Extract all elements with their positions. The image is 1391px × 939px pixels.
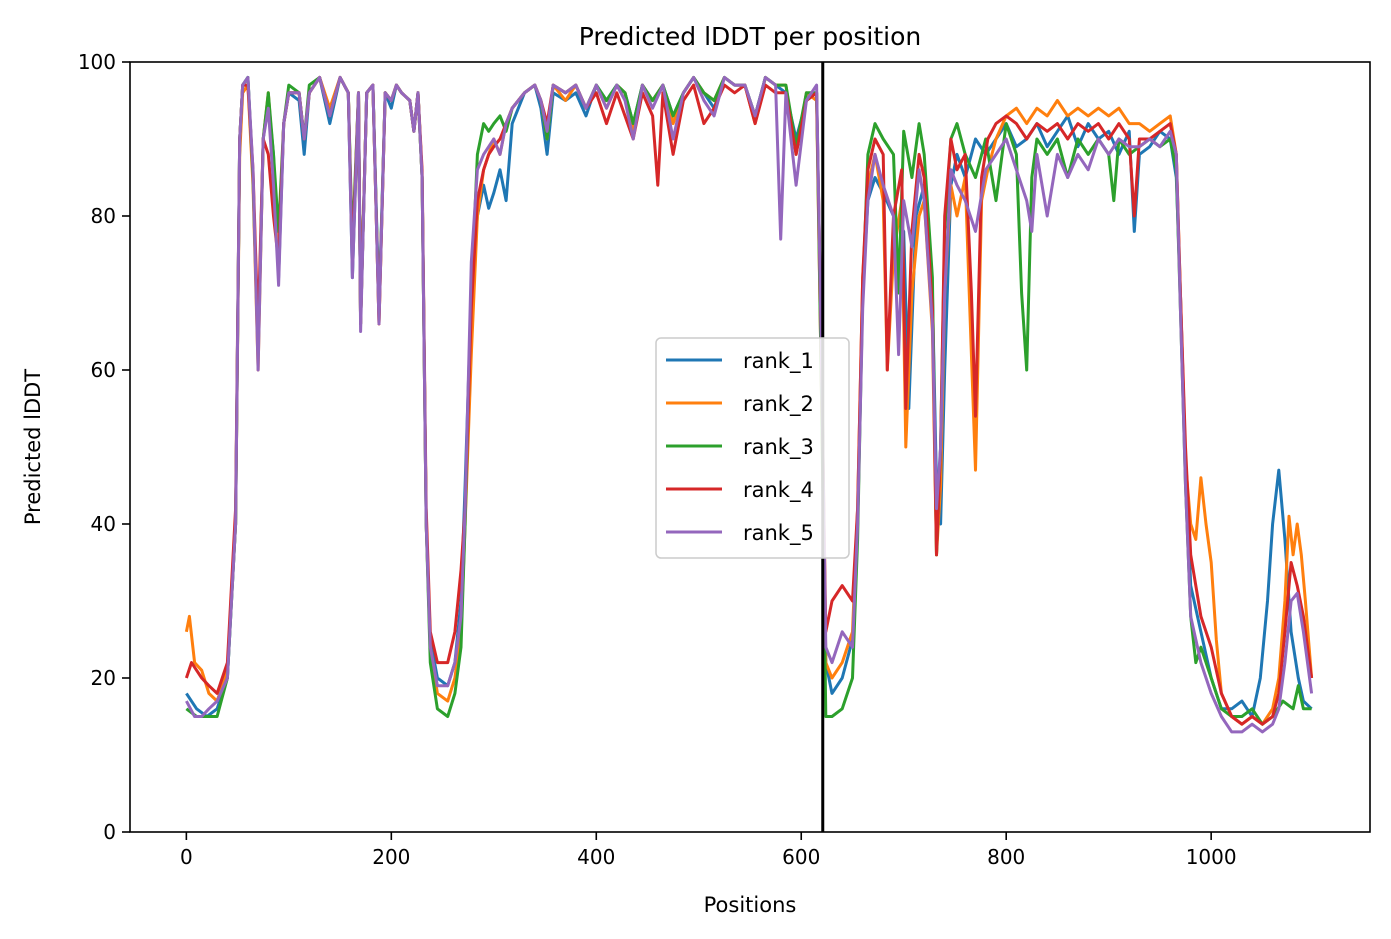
x-tick-label: 0 bbox=[180, 845, 193, 869]
legend-label-rank_4: rank_4 bbox=[743, 478, 814, 503]
chart-title: Predicted lDDT per position bbox=[579, 22, 921, 51]
plot-area bbox=[129, 61, 1371, 833]
plot-frame bbox=[129, 61, 1371, 833]
x-tick-label: 600 bbox=[782, 845, 820, 869]
y-axis-label: Predicted lDDT bbox=[21, 369, 45, 525]
x-tick-label: 400 bbox=[577, 845, 615, 869]
legend-label-rank_3: rank_3 bbox=[743, 435, 814, 460]
legend: rank_1 rank_2 rank_3 rank_4 rank_5 bbox=[655, 337, 850, 559]
y-tick-label: 0 bbox=[103, 820, 116, 844]
y-tick-label: 40 bbox=[91, 512, 116, 536]
x-axis: 0 200 400 600 800 1000 bbox=[180, 832, 1237, 869]
y-tick-label: 60 bbox=[91, 358, 116, 382]
y-tick-label: 20 bbox=[91, 666, 116, 690]
x-axis-label: Positions bbox=[704, 893, 797, 917]
legend-box bbox=[655, 337, 850, 559]
y-tick-label: 100 bbox=[78, 50, 116, 74]
y-axis: 0 20 40 60 80 100 bbox=[78, 50, 130, 844]
series-line-rank_5 bbox=[185, 75, 1314, 734]
legend-label-rank_1: rank_1 bbox=[743, 349, 814, 374]
y-tick-label: 80 bbox=[91, 204, 116, 228]
x-tick-label: 1000 bbox=[1186, 845, 1237, 869]
legend-label-rank_5: rank_5 bbox=[743, 521, 814, 546]
x-tick-label: 200 bbox=[372, 845, 410, 869]
x-tick-label: 800 bbox=[987, 845, 1025, 869]
series-layer bbox=[184, 75, 1314, 734]
legend-label-rank_2: rank_2 bbox=[743, 392, 814, 417]
